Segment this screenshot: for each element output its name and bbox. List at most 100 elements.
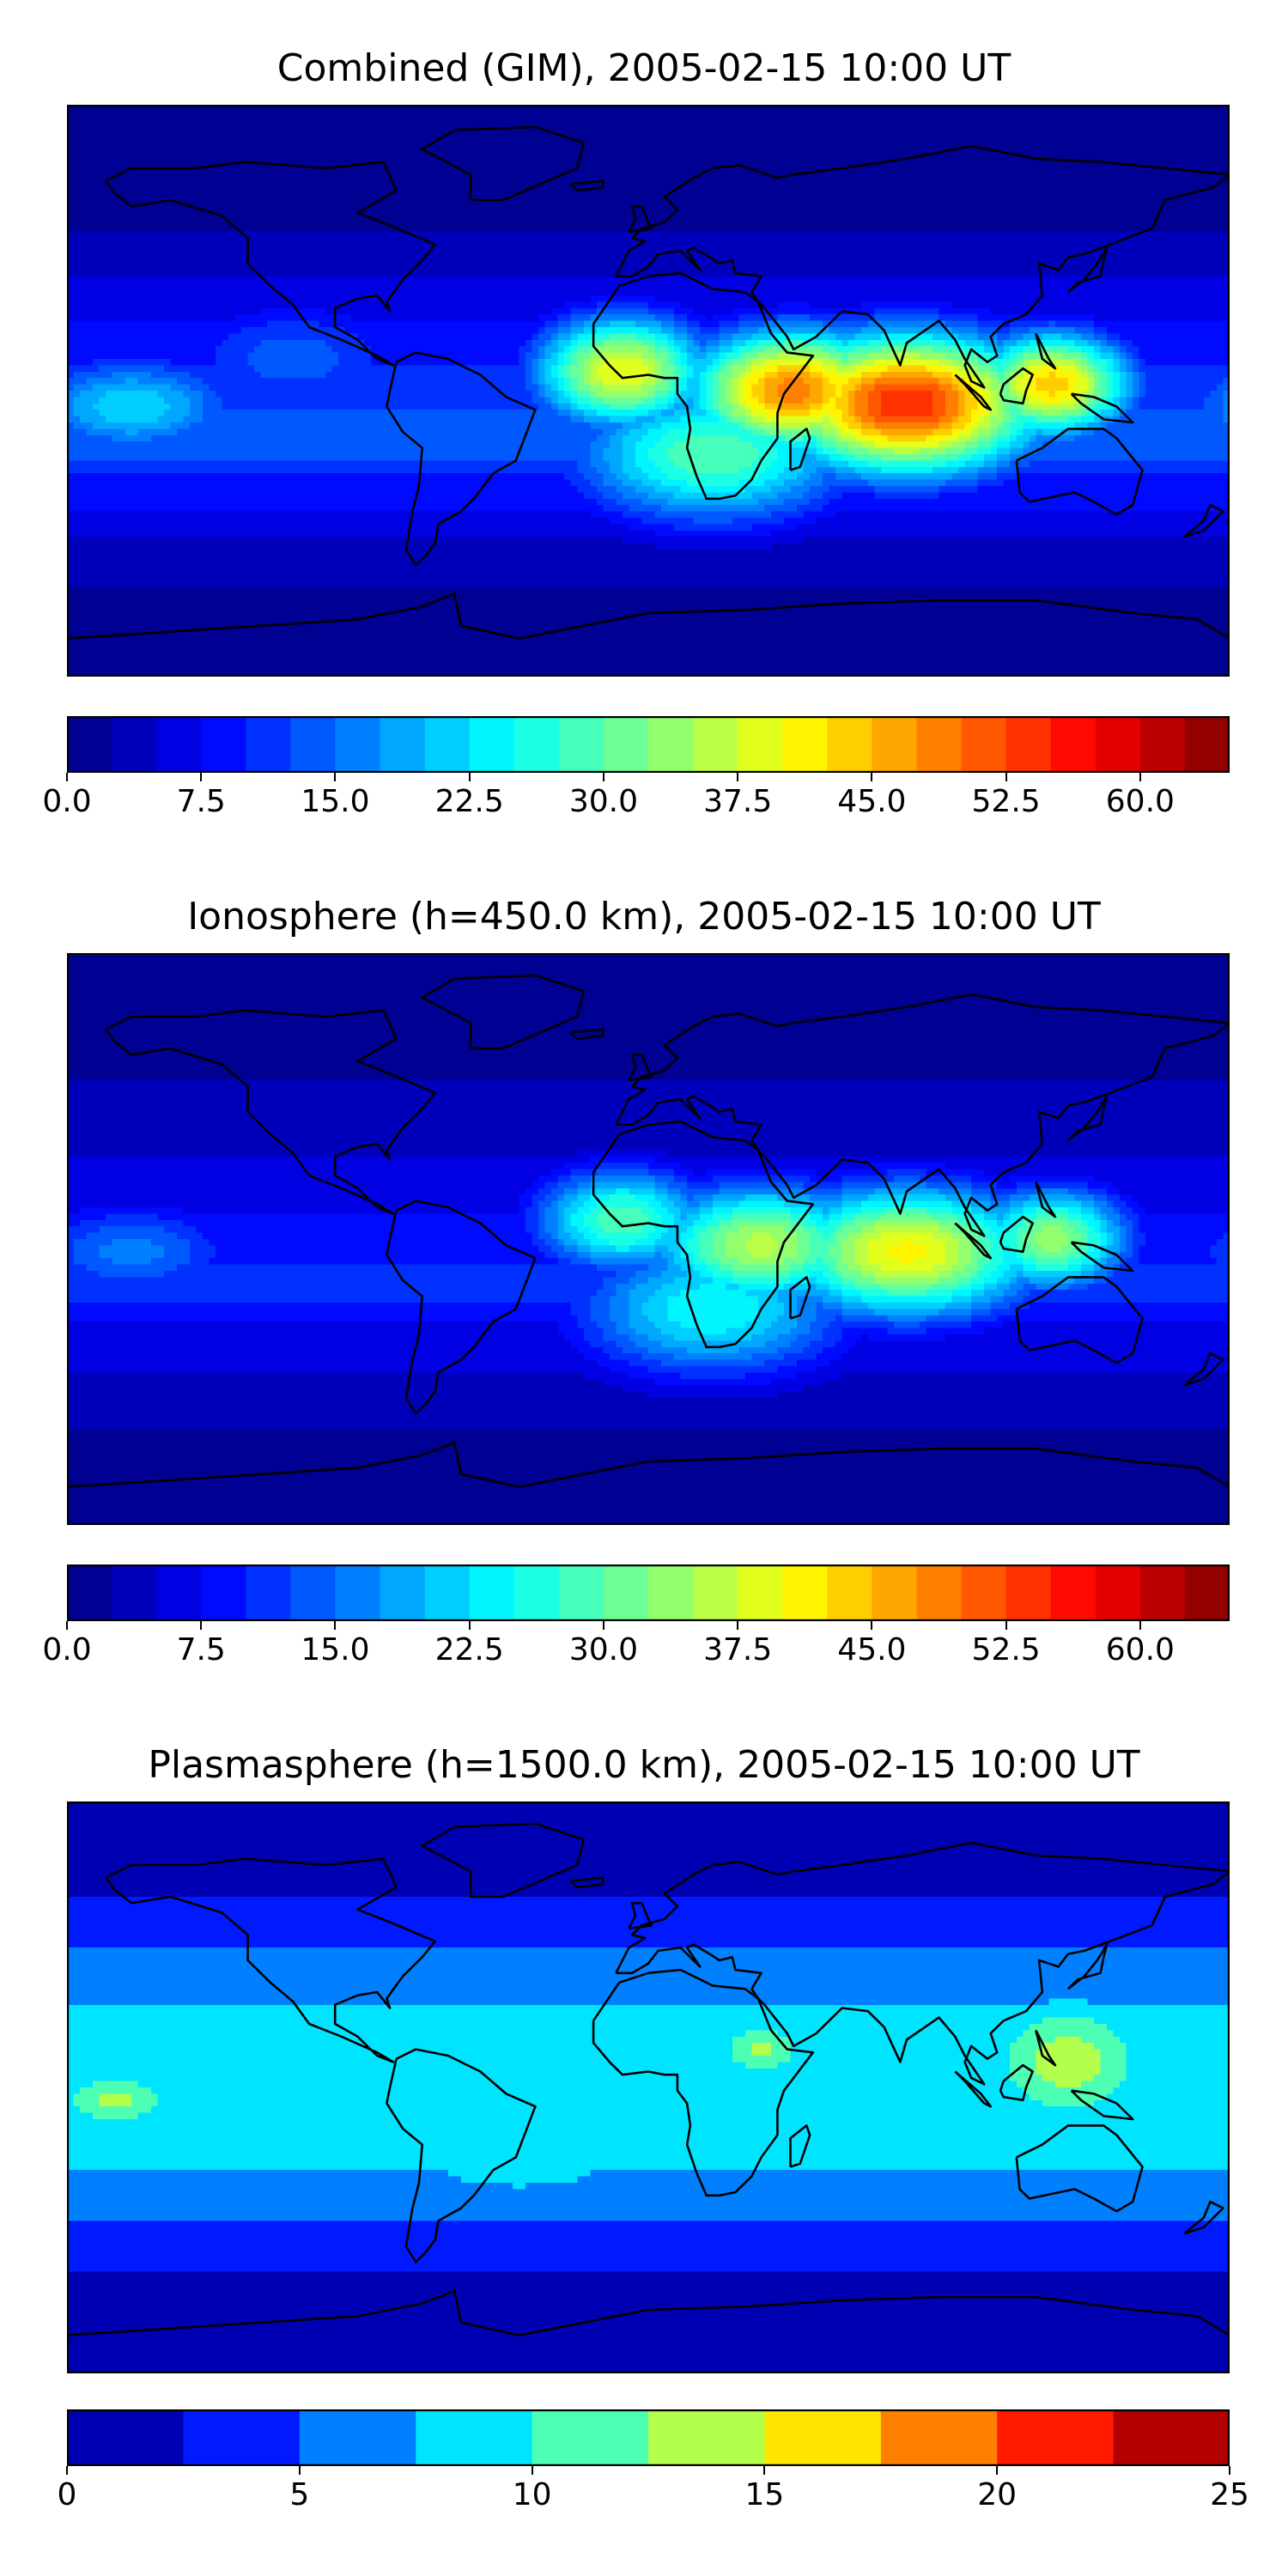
colorbar-level: [424, 716, 471, 773]
coastline: [105, 1009, 437, 1215]
map-frame: [67, 1801, 1230, 2373]
colorbar-level: [469, 716, 515, 773]
colorbar-tick: [334, 1621, 337, 1630]
colorbar-level: [1050, 716, 1097, 773]
colorbar-tick-label: 20: [977, 2478, 1017, 2512]
colorbar-level: [201, 1564, 246, 1621]
colorbar-tick: [996, 2466, 999, 2475]
colorbar-level: [416, 2409, 533, 2466]
colorbar-plasmasphere: [67, 2409, 1230, 2466]
colorbar-level: [1005, 716, 1052, 773]
colorbar-level: [961, 1564, 1007, 1621]
tec-map-plasmasphere: [67, 1801, 1230, 2373]
coastline: [569, 179, 605, 192]
colorbar-level: [961, 716, 1007, 773]
colorbar-tick-label: 15: [744, 2478, 784, 2512]
coastline: [999, 1215, 1034, 1254]
coastline: [1015, 2124, 1144, 2213]
colorbar-tick: [531, 2466, 533, 2475]
coastline: [569, 1028, 605, 1041]
colorbar-level: [201, 716, 246, 773]
coastline: [789, 1276, 811, 1320]
colorbar-tick: [468, 773, 471, 781]
coastline: [592, 271, 815, 501]
coastline: [569, 1876, 605, 1889]
colorbar-tick-label: 15.0: [301, 785, 369, 819]
coastline: [954, 1222, 992, 1260]
colorbar-level: [693, 716, 738, 773]
colorbar-level: [1095, 716, 1141, 773]
coastline: [954, 374, 992, 411]
colorbar-level: [738, 716, 783, 773]
colorbar-level: [603, 1564, 649, 1621]
coastline: [386, 2048, 537, 2263]
coastline: [1035, 1181, 1057, 1218]
colorbar-level: [1139, 716, 1186, 773]
colorbar-level: [67, 716, 112, 773]
colorbar-tick-label: 30.0: [569, 785, 638, 819]
colorbar-level: [782, 716, 828, 773]
coastline: [999, 367, 1034, 405]
coastline: [615, 1841, 1230, 2086]
chart-title-plasmasphere: Plasmasphere (h=1500.0 km), 2005-02-15 1…: [0, 1743, 1288, 1788]
colorbar-tick-label: 45.0: [837, 1633, 906, 1668]
colorbar-level: [183, 2409, 301, 2466]
coastline: [421, 125, 586, 202]
colorbar-level: [246, 1564, 291, 1621]
colorbar-frame: [67, 2409, 1230, 2466]
coastline: [1015, 428, 1144, 516]
coastline: [105, 161, 437, 367]
colorbar-tick-label: 45.0: [837, 785, 906, 819]
colorbar-tick: [871, 773, 873, 781]
colorbar-tick: [602, 773, 605, 781]
coastline: [67, 2289, 1230, 2373]
colorbar-tick: [298, 2466, 301, 2475]
colorbar-level: [827, 716, 872, 773]
coastline: [1183, 2200, 1224, 2235]
colorbar-tick: [468, 1621, 471, 1630]
colorbar-level: [693, 1564, 738, 1621]
coastline: [421, 1822, 586, 1899]
coastline: [67, 1441, 1230, 1525]
colorbar-tick-label: 60.0: [1106, 1633, 1175, 1668]
colorbar-level: [335, 716, 381, 773]
colorbar-tick-label: 52.5: [972, 785, 1041, 819]
colorbar-level: [1095, 1564, 1141, 1621]
coastline: [1035, 2029, 1057, 2067]
coastline: [1183, 503, 1224, 538]
coastline: [1066, 246, 1109, 294]
colorbar-level: [380, 716, 426, 773]
colorbar-tick: [334, 773, 337, 781]
colorbar-ionosphere: [67, 1564, 1230, 1621]
colorbar-tick: [737, 1621, 739, 1630]
colorbar-level: [603, 716, 649, 773]
coastline: [628, 1902, 653, 1930]
map-frame: [67, 953, 1230, 1525]
colorbar-tick: [1005, 1621, 1007, 1630]
colorbar-tick-label: 52.5: [972, 1633, 1041, 1668]
colorbar-level: [380, 1564, 426, 1621]
coastline: [592, 1120, 815, 1349]
colorbar-level: [299, 2409, 416, 2466]
coastline: [1015, 1276, 1144, 1364]
coastline: [386, 1200, 537, 1415]
coastline: [1035, 332, 1057, 370]
colorbar-level: [872, 716, 917, 773]
coastline: [999, 2063, 1034, 2102]
colorbar-level: [156, 1564, 202, 1621]
colorbar-level: [916, 1564, 963, 1621]
colorbar-tick-label: 0.0: [42, 785, 91, 819]
colorbar-frame: [67, 1564, 1230, 1621]
colorbar-level: [648, 716, 694, 773]
colorbar-level: [532, 2409, 649, 2466]
colorbar-tick-label: 15.0: [301, 1633, 369, 1668]
colorbar-tick: [200, 1621, 203, 1630]
coastline: [592, 1968, 815, 2197]
colorbar-tick: [1139, 773, 1141, 781]
colorbar-tick-label: 25: [1210, 2478, 1249, 2512]
colorbar-level: [290, 1564, 336, 1621]
contour-field: [67, 105, 1230, 677]
colorbar-level: [1005, 1564, 1052, 1621]
coastline: [789, 2124, 811, 2168]
coastline: [1070, 1241, 1134, 1273]
